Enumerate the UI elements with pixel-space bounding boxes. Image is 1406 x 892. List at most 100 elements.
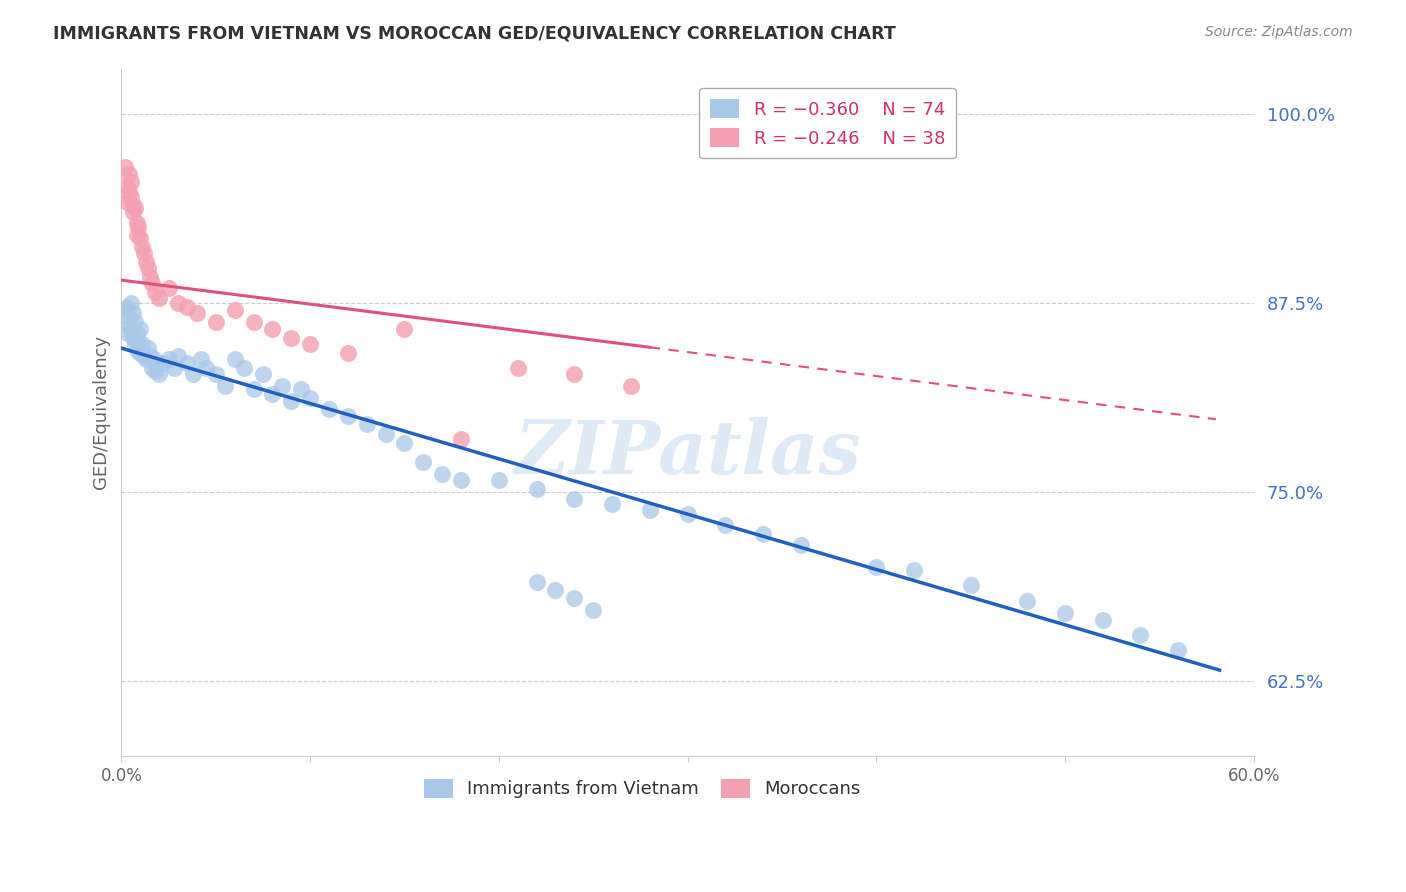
Point [280,330,302,344]
Point [139,270,162,285]
Point [526,575,548,590]
Point [190,351,212,366]
Point [141,276,163,290]
Point [299,391,322,405]
Point [1091,613,1114,627]
Point [488,473,510,487]
Point [562,492,585,507]
Point [903,563,925,577]
Point [124,316,146,330]
Point [115,179,138,194]
Point [394,321,416,335]
Point [752,527,775,541]
Point [262,386,284,401]
Point [186,306,208,320]
Point [1017,593,1039,607]
Point [582,602,605,616]
Point [120,321,142,335]
Point [959,578,981,592]
Point [139,349,162,363]
Point [136,341,159,355]
Point [121,306,143,320]
Point [145,285,167,300]
Point [280,394,302,409]
Point [176,356,198,370]
Point [131,240,153,254]
Point [450,473,472,487]
Point [1167,643,1189,657]
Point [224,303,246,318]
Point [125,227,148,242]
Point [262,321,284,335]
Point [204,367,226,381]
Point [120,190,142,204]
Point [163,360,186,375]
Point [124,201,146,215]
Point [127,334,149,348]
Point [865,560,887,574]
Point [714,518,737,533]
Point [120,175,142,189]
Point [124,336,146,351]
Point [121,330,143,344]
Point [125,216,148,230]
Point [118,167,141,181]
Point [789,538,811,552]
Point [125,326,148,340]
Point [120,295,142,310]
Point [412,454,434,468]
Point [242,316,264,330]
Point [167,349,190,363]
Point [299,336,322,351]
Point [562,367,585,381]
Point [145,364,167,378]
Point [129,321,152,335]
Point [562,591,585,605]
Point [118,310,141,325]
Point [146,356,169,370]
Point [157,351,180,366]
Point [270,379,292,393]
Point [121,205,143,219]
Legend: Immigrants from Vietnam, Moroccans: Immigrants from Vietnam, Moroccans [416,772,868,805]
Point [115,301,138,315]
Point [1129,628,1152,642]
Point [115,194,138,209]
Point [152,356,174,370]
Point [506,360,529,375]
Point [318,401,340,416]
Point [148,291,170,305]
Point [115,326,138,340]
Point [544,582,567,597]
Text: Source: ZipAtlas.com: Source: ZipAtlas.com [1205,25,1353,39]
Point [336,409,359,424]
Point [125,343,148,357]
Point [432,467,454,481]
Point [132,349,155,363]
Point [148,367,170,381]
Point [114,303,136,318]
Point [121,197,143,211]
Point [242,382,264,396]
Point [114,160,136,174]
Point [638,503,661,517]
Point [214,379,236,393]
Point [336,345,359,359]
Point [290,382,312,396]
Point [132,246,155,260]
Point [135,351,157,366]
Point [233,360,256,375]
Point [252,367,274,381]
Point [394,436,416,450]
Point [450,432,472,446]
Text: ZIPatlas: ZIPatlas [515,417,860,490]
Point [676,508,699,522]
Point [526,482,548,496]
Point [141,360,163,375]
Point [620,379,643,393]
Y-axis label: GED/Equivalency: GED/Equivalency [93,335,110,490]
Text: IMMIGRANTS FROM VIETNAM VS MOROCCAN GED/EQUIVALENCY CORRELATION CHART: IMMIGRANTS FROM VIETNAM VS MOROCCAN GED/… [53,25,896,43]
Point [600,497,623,511]
Point [131,336,153,351]
Point [129,231,152,245]
